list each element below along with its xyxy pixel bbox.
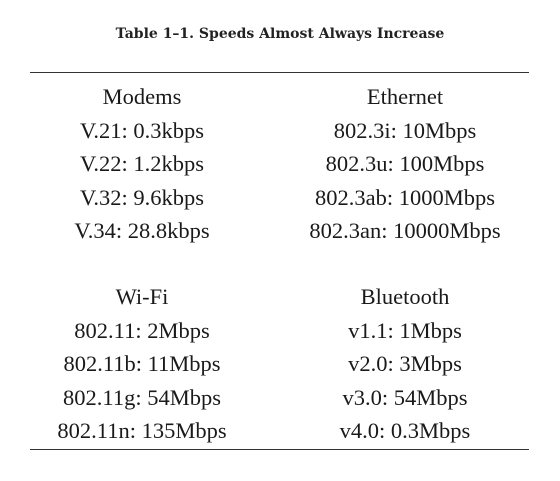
list-item: v2.0: 3Mbps [275,347,535,381]
group-heading: Ethernet [275,80,535,114]
list-item: v4.0: 0.3Mbps [275,414,535,448]
list-item: 802.11: 2Mbps [12,314,272,348]
list-item: 802.3an: 10000Mbps [275,214,535,248]
list-item: 802.3ab: 1000Mbps [275,181,535,215]
list-item: V.32: 9.6kbps [12,181,272,215]
bottom-rule [30,449,529,450]
list-item: v1.1: 1Mbps [275,314,535,348]
group-heading: Modems [12,80,272,114]
group-modems: Modems V.21: 0.3kbps V.22: 1.2kbps V.32:… [12,80,272,248]
list-item: v3.0: 54Mbps [275,381,535,415]
list-item: 802.3i: 10Mbps [275,114,535,148]
group-bluetooth: Bluetooth v1.1: 1Mbps v2.0: 3Mbps v3.0: … [275,280,535,448]
group-ethernet: Ethernet 802.3i: 10Mbps 802.3u: 100Mbps … [275,80,535,248]
list-item: 802.11b: 11Mbps [12,347,272,381]
group-wifi: Wi-Fi 802.11: 2Mbps 802.11b: 11Mbps 802.… [12,280,272,448]
group-heading: Wi-Fi [12,280,272,314]
list-item: 802.11n: 135Mbps [12,414,272,448]
list-item: V.21: 0.3kbps [12,114,272,148]
top-rule [30,72,529,73]
list-item: V.22: 1.2kbps [12,147,272,181]
list-item: V.34: 28.8kbps [12,214,272,248]
list-item: 802.3u: 100Mbps [275,147,535,181]
group-heading: Bluetooth [275,280,535,314]
list-item: 802.11g: 54Mbps [12,381,272,415]
table-caption: Table 1–1. Speeds Almost Always Increase [0,26,560,42]
